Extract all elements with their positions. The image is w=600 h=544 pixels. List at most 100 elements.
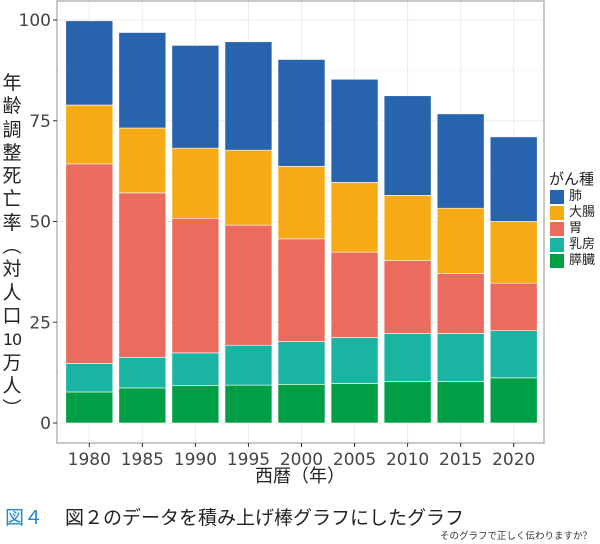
bar-segment-1985-膵臓 [118, 387, 167, 424]
bar-segment-1980-肺 [65, 20, 114, 106]
y-tick-label: 0 [40, 414, 51, 434]
bar-segment-1990-肺 [171, 45, 220, 149]
y-axis-title-char: 年 [2, 72, 22, 94]
y-axis-title-char: 対 [2, 258, 22, 281]
y-axis-title-char: 万 [2, 351, 22, 374]
bar-segment-1990-乳房 [171, 352, 220, 386]
legend-item: 膵臓 [550, 253, 600, 269]
bar-segment-1980-乳房 [65, 363, 114, 393]
y-axis-title-char: 人 [2, 281, 22, 304]
bar-segment-2010-胃 [383, 260, 432, 334]
bar-segment-1990-大腸 [171, 147, 220, 219]
bar-segment-2010-肺 [383, 95, 432, 196]
legend-label: 胃 [569, 221, 583, 236]
bar-segment-2010-乳房 [383, 333, 432, 382]
legend-key-swatch [550, 206, 564, 220]
legend-item: 胃 [550, 221, 600, 237]
bar-segment-1980-膵臓 [65, 391, 114, 424]
y-axis-title-char: 齢 [2, 95, 22, 118]
x-tick-label: 2015 [439, 450, 482, 470]
legend-key-swatch [550, 222, 564, 236]
bar-segment-1990-膵臓 [171, 385, 220, 424]
legend-item: 大腸 [550, 205, 600, 221]
bar-segment-1995-胃 [224, 224, 273, 346]
bar-segment-1995-肺 [224, 41, 273, 151]
bar-segment-1995-乳房 [224, 344, 273, 386]
bar-segment-2005-肺 [330, 78, 379, 183]
y-axis: 0 25 50 75 100 [19, 11, 57, 434]
y-axis-title-char: 率 [2, 211, 22, 234]
legend-label: 大腸 [569, 205, 596, 220]
bar-segment-1985-大腸 [118, 127, 167, 194]
y-axis-title-char: ︵ [2, 235, 22, 258]
x-tick-label: 2010 [386, 450, 429, 470]
legend-item: 肺 [550, 189, 600, 205]
caption-text: 図２のデータを積み上げ棒グラフにしたグラフ [65, 507, 465, 529]
legend-label: 乳房 [569, 237, 596, 252]
y-axis-title-char: 死 [2, 165, 22, 188]
bar-segment-2020-胃 [489, 282, 538, 332]
x-tick-label: 1990 [174, 450, 217, 470]
bar-segment-1980-胃 [65, 163, 114, 364]
bar-segment-2015-乳房 [436, 333, 485, 382]
legend-key-swatch [550, 254, 564, 268]
bar-segment-2015-胃 [436, 273, 485, 334]
bar-segment-2020-乳房 [489, 330, 538, 379]
bar-segment-1985-肺 [118, 32, 167, 129]
bars-group [65, 20, 538, 424]
legend-label: 肺 [569, 189, 583, 204]
legend: がん種 肺大腸胃乳房 膵臓 [549, 169, 600, 269]
caption-subtext: そのグラフで正しく伝わりますか？ [439, 531, 592, 542]
figure-caption: 図４ 図２のデータを積み上げ棒グラフにしたグラフ [5, 503, 464, 530]
x-axis-title: 西暦（年） [255, 466, 345, 487]
y-axis-title-char: 人 [2, 374, 22, 397]
bar-segment-1995-膵臓 [224, 384, 273, 424]
bar-segment-2005-乳房 [330, 337, 379, 384]
bar-segment-2020-膵臓 [489, 377, 538, 424]
bar-segment-2000-大腸 [277, 165, 326, 240]
y-axis-title-char: ︶ [2, 398, 22, 421]
bar-segment-1980-大腸 [65, 104, 114, 165]
bar-segment-2020-大腸 [489, 221, 538, 284]
legend-title: がん種 [549, 170, 595, 188]
bar-segment-1995-大腸 [224, 149, 273, 226]
y-axis-title-char: 口 [2, 304, 22, 327]
legend-label: 膵臓 [569, 253, 596, 268]
legend-key-swatch [550, 238, 564, 252]
y-axis-title-char: 10 [2, 330, 22, 350]
y-axis-title-char: 整 [2, 141, 22, 164]
bar-segment-2000-肺 [277, 59, 326, 167]
figure-number: 図４ [5, 507, 44, 529]
bar-segment-2005-膵臓 [330, 383, 379, 424]
bar-segment-2015-膵臓 [436, 381, 485, 424]
bar-segment-2015-肺 [436, 113, 485, 209]
y-axis-title-char: 亡 [2, 188, 22, 211]
bar-segment-1990-胃 [171, 217, 220, 354]
x-tick-label: 1980 [68, 450, 111, 470]
bar-segment-1985-乳房 [118, 357, 167, 389]
bar-segment-2015-大腸 [436, 207, 485, 274]
x-tick-label: 2000 [280, 450, 323, 470]
x-axis: 1980 1985 1990 1995 2000 2005 2010 2015 2020 [68, 443, 535, 470]
y-tick-label: 25 [29, 313, 51, 333]
x-tick-label: 1985 [121, 450, 164, 470]
bar-segment-2000-膵臓 [277, 384, 326, 424]
legend-item: 乳房 [550, 237, 600, 253]
y-tick-label: 50 [29, 213, 51, 233]
bar-segment-1985-胃 [118, 192, 167, 358]
x-tick-label: 2020 [492, 450, 535, 470]
bar-segment-2020-肺 [489, 136, 538, 222]
y-tick-label: 100 [19, 11, 51, 31]
x-tick-label: 2005 [333, 450, 376, 470]
bar-segment-2005-大腸 [330, 182, 379, 253]
x-tick-label: 1995 [227, 450, 270, 470]
bar-segment-2000-胃 [277, 238, 326, 342]
y-axis-title-char: 調 [2, 118, 22, 141]
bar-segment-2010-膵臓 [383, 381, 432, 424]
y-tick-label: 75 [29, 112, 51, 132]
bar-segment-2005-胃 [330, 251, 379, 338]
y-axis-title: 年齢調整死亡率 ︵ 対人口 10 万人 ︶ [0, 72, 24, 421]
bar-segment-2010-大腸 [383, 195, 432, 261]
bar-segment-2000-乳房 [277, 341, 326, 385]
